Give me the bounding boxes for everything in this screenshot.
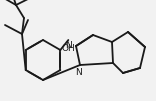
Text: OH: OH bbox=[61, 44, 75, 53]
Text: N: N bbox=[76, 68, 82, 77]
Text: N: N bbox=[65, 41, 72, 49]
